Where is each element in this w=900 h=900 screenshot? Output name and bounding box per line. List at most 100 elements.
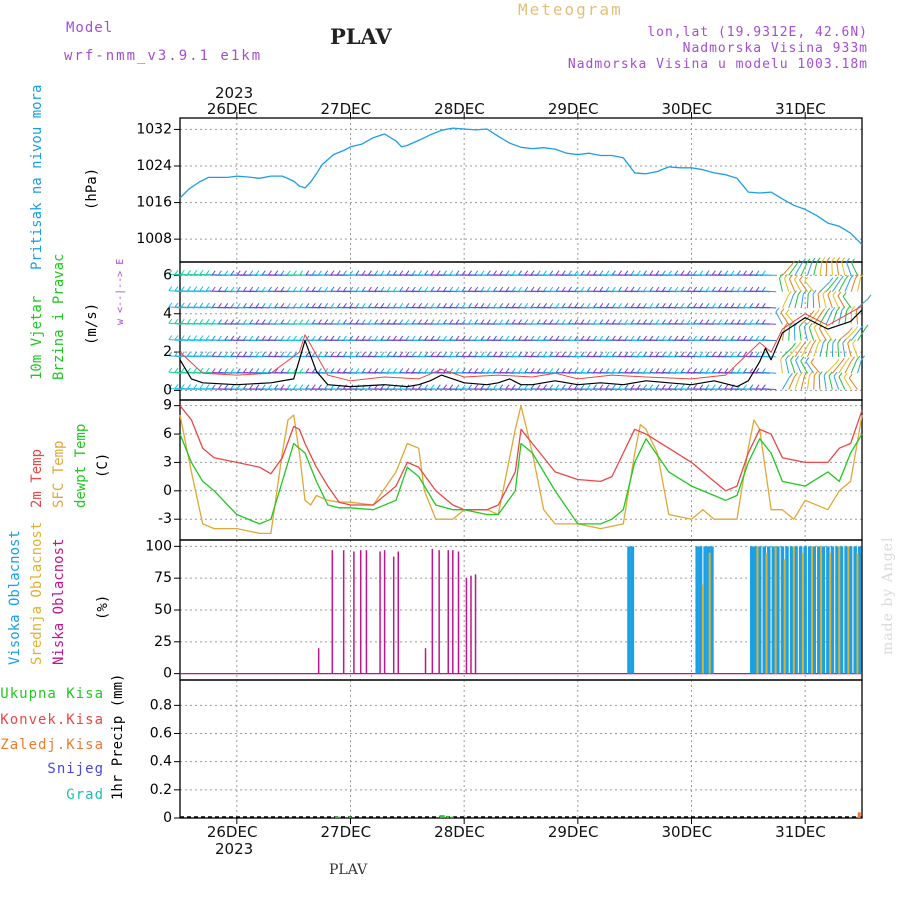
wind-barb-flag xyxy=(205,384,210,389)
wind-barb-flag xyxy=(511,351,516,357)
wind-barb xyxy=(212,290,227,293)
wind-barb xyxy=(724,388,739,390)
wind-barb xyxy=(524,388,539,390)
wind-barb-flag xyxy=(737,335,741,341)
wind-barb xyxy=(374,274,389,276)
wind-barb xyxy=(593,339,608,342)
wind-barb xyxy=(462,274,477,276)
wind-barb xyxy=(687,323,702,325)
wind-barb xyxy=(856,310,858,325)
wind-barb xyxy=(668,274,683,276)
wind-barb xyxy=(681,306,695,309)
wind-barb-flag xyxy=(293,384,297,390)
wind-barb-flag xyxy=(718,368,722,373)
wind-barb-flag xyxy=(493,286,498,292)
wind-barb-flag xyxy=(737,302,741,308)
wind-barb xyxy=(693,355,708,358)
wind-barb-flag xyxy=(243,335,247,341)
wind-barb-flag xyxy=(311,319,316,324)
wind-barb-flag xyxy=(286,368,291,373)
wind-barb xyxy=(506,274,520,276)
wind-barb xyxy=(393,339,408,342)
wind-barb xyxy=(262,388,277,390)
wind-barb xyxy=(599,290,614,293)
wind-barb-flag xyxy=(505,368,510,373)
wind-barb xyxy=(362,290,377,293)
wind-barb xyxy=(287,290,302,293)
wind-barb xyxy=(587,323,602,325)
y-tick-label: 3 xyxy=(163,454,172,470)
wind-barb-flag xyxy=(299,368,304,373)
wind-barb-flag xyxy=(274,319,279,324)
wind-barb-flag xyxy=(249,368,254,373)
wind-barb xyxy=(624,274,639,276)
wind-barb xyxy=(243,355,258,358)
panel-temperature xyxy=(174,399,863,541)
wind-barb-flag xyxy=(718,302,722,308)
wind-barb xyxy=(531,339,545,342)
wind-barb-flag xyxy=(649,335,654,341)
wind-barb xyxy=(206,387,220,390)
wind-barb-flag xyxy=(493,384,498,390)
wind-barb-flag xyxy=(599,351,604,357)
wind-barb xyxy=(656,306,670,309)
wind-barb xyxy=(255,339,270,342)
wind-barb-flag xyxy=(211,335,216,341)
wind-barb-flag xyxy=(593,368,597,373)
wind-barb xyxy=(518,306,533,309)
wind-barb-flag xyxy=(574,351,579,357)
wind-barb-flag xyxy=(343,319,347,324)
wind-barb xyxy=(374,371,389,374)
wind-barb-flag xyxy=(205,302,210,308)
wind-barb-flag xyxy=(399,302,404,308)
wind-barb-flag xyxy=(274,286,279,292)
wind-barb-flag xyxy=(424,302,429,308)
wind-speed-line xyxy=(179,309,863,388)
wind-barb-flag xyxy=(499,270,504,276)
wind-barb-flag xyxy=(821,308,825,314)
wind-barb-flag xyxy=(368,302,372,308)
wind-barb-flag xyxy=(693,270,697,276)
wind-barb-flag xyxy=(193,384,198,389)
wind-barb-flag xyxy=(480,384,485,390)
wind-ylabel-1: 10m Vjetar xyxy=(29,295,45,380)
wind-barb xyxy=(193,306,208,309)
wind-barb-flag xyxy=(797,290,802,295)
wind-barb xyxy=(687,371,702,374)
wind-barb-flag xyxy=(580,351,585,357)
wind-barb xyxy=(782,346,793,358)
wind-barb-flag xyxy=(549,335,554,341)
wind-barb xyxy=(631,290,645,293)
wind-barb-flag xyxy=(211,384,216,390)
wind-barb-flag xyxy=(705,270,710,276)
wind-barb xyxy=(762,355,777,358)
wind-barb-flag xyxy=(280,286,285,292)
wind-barb xyxy=(449,290,464,293)
wind-barb xyxy=(337,290,352,293)
wind-barb-flag xyxy=(712,270,716,276)
top-date-label: 26DEC xyxy=(206,100,258,118)
wind-barb xyxy=(305,274,320,276)
wind-barb xyxy=(262,306,277,309)
wind-barb xyxy=(687,355,702,358)
wind-barb-flag xyxy=(718,335,722,341)
wind-barb xyxy=(474,323,489,325)
wind-barb-flag xyxy=(318,319,322,324)
wind-barb-flag xyxy=(530,335,535,341)
wind-barb-flag xyxy=(536,384,541,390)
wind-barb xyxy=(549,274,564,276)
wind-barb-flag xyxy=(649,368,654,373)
wind-barb xyxy=(230,323,245,325)
wind-barb xyxy=(512,371,527,374)
wind-barb-flag xyxy=(243,351,247,357)
wind-barb xyxy=(537,388,552,390)
wind-barb-flag xyxy=(449,335,454,341)
wind-barb xyxy=(481,355,495,358)
wind-barb xyxy=(362,323,377,325)
wind-barb-flag xyxy=(674,384,679,390)
wind-barb xyxy=(262,323,277,325)
wind-barb-flag xyxy=(524,384,529,390)
wind-barb xyxy=(349,323,364,325)
wind-barb-flag xyxy=(305,368,310,373)
wind-barb-flag xyxy=(174,302,179,308)
